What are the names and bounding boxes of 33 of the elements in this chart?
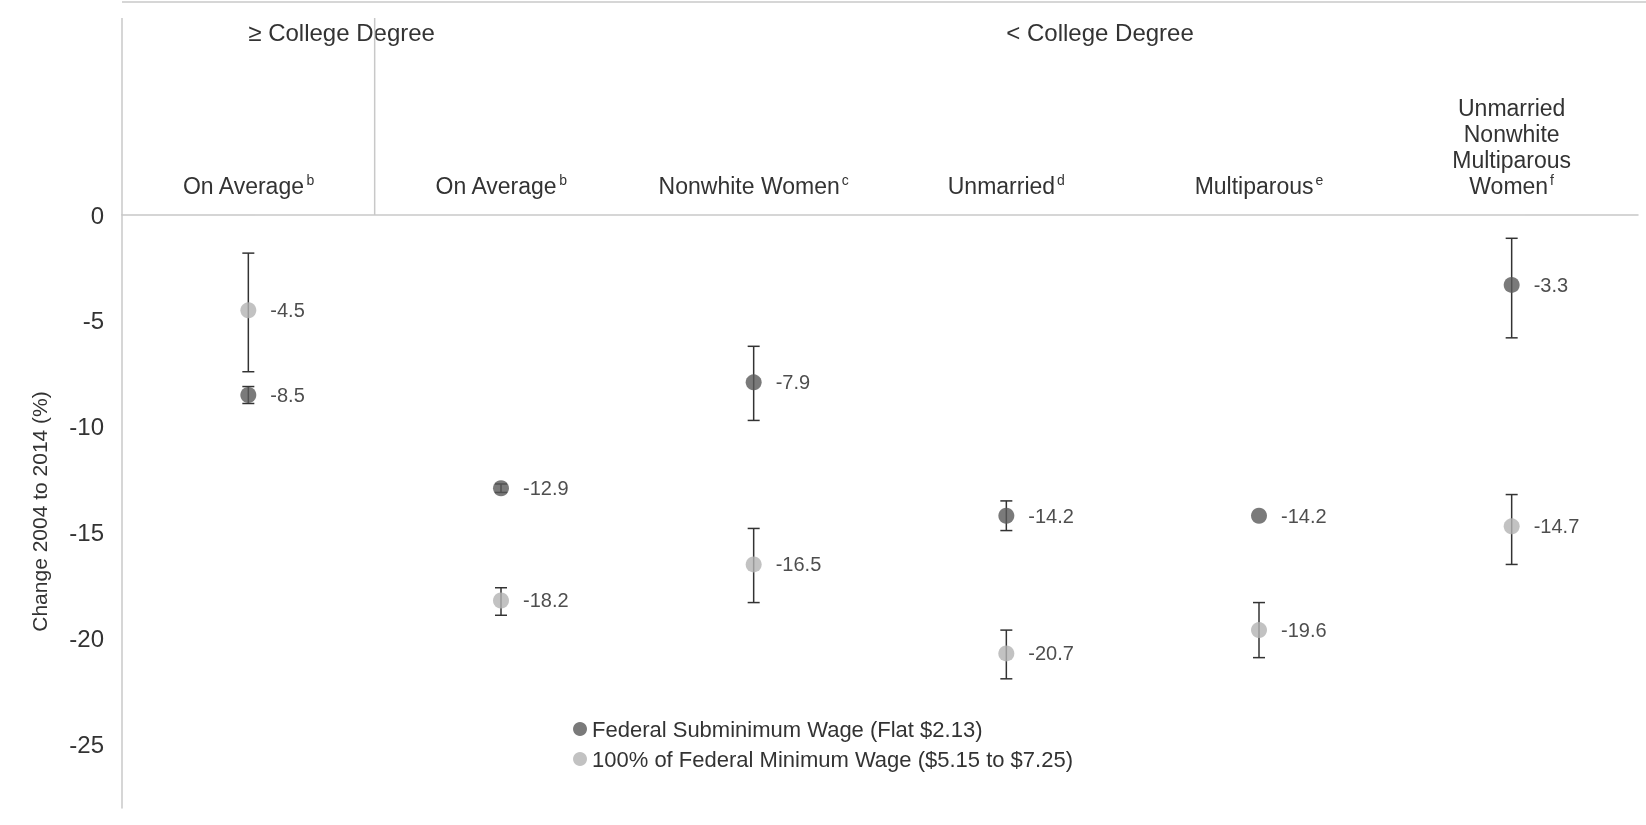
y-tick-label: -5 <box>82 307 104 335</box>
data-label: -14.2 <box>1281 504 1327 527</box>
point <box>1251 507 1267 524</box>
data-label: -12.9 <box>523 477 569 500</box>
data-label: -18.2 <box>523 589 569 612</box>
text: < College Degree <box>1006 18 1194 46</box>
data-label: -14.2 <box>1028 504 1074 527</box>
point <box>998 645 1015 662</box>
point <box>998 507 1015 524</box>
text: ≥ College Degree <box>248 18 435 46</box>
data-label: -7.9 <box>775 371 811 394</box>
legend-label: Federal Subminimum Wage (Flat $2.13) <box>592 716 983 742</box>
data-label: -4.5 <box>270 299 305 322</box>
point <box>1251 622 1267 639</box>
point <box>1503 518 1520 535</box>
data-label: -20.7 <box>1028 642 1074 665</box>
y-axis-title: Change 2004 to 2014 (%) <box>28 391 51 632</box>
data-label: -19.6 <box>1281 619 1327 642</box>
legend-label: 100% of Federal Minimum Wage ($5.15 to $7.25) <box>592 746 1073 772</box>
point <box>493 592 509 609</box>
y-tick-label: -15 <box>69 519 104 547</box>
y-tick-label: -25 <box>69 730 104 758</box>
y-tick-label: -10 <box>69 413 104 441</box>
point <box>240 302 257 319</box>
data-label: -16.5 <box>775 553 822 576</box>
y-tick-label: -20 <box>69 625 104 653</box>
data-label: -8.5 <box>270 384 305 407</box>
point <box>745 374 762 391</box>
data-label: -14.7 <box>1533 515 1580 538</box>
point <box>745 556 762 573</box>
y-tick-label: 0 <box>90 201 104 229</box>
point <box>1503 276 1520 293</box>
data-label: -3.3 <box>1533 273 1569 296</box>
